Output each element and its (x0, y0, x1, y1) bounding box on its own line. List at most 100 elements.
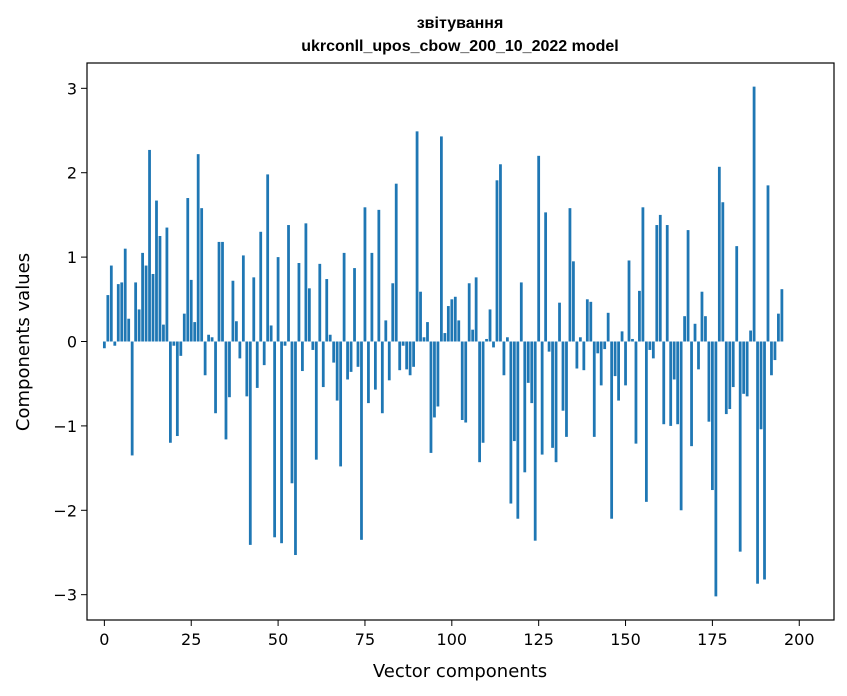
bar-62 (318, 263, 322, 342)
bar-76 (367, 341, 370, 404)
bar-73 (356, 341, 360, 367)
bar-113 (495, 180, 499, 342)
bar-87 (405, 341, 409, 370)
bar-1 (106, 295, 110, 342)
bar-38 (235, 321, 238, 342)
bar-140 (589, 301, 593, 342)
bar-122 (526, 341, 530, 383)
bar-158 (651, 341, 655, 359)
bar-29 (203, 341, 207, 376)
bar-102 (457, 320, 461, 342)
bar-192 (770, 341, 773, 376)
chart-title-line2: ukrconll_upos_cbow_200_10_2022 model (301, 38, 618, 55)
bar-45 (259, 231, 263, 342)
bar-92 (422, 337, 426, 342)
bar-128 (547, 341, 551, 352)
bar-176 (714, 341, 718, 597)
bar-132 (561, 341, 565, 411)
bar-163 (669, 341, 673, 426)
bar-6 (123, 248, 127, 342)
bar-137 (578, 337, 582, 342)
bar-19 (169, 341, 172, 443)
bar-15 (155, 200, 158, 342)
bar-61 (314, 341, 318, 460)
bar-156 (644, 341, 648, 502)
bars-group (102, 86, 784, 597)
bar-195 (780, 289, 784, 342)
bar-101 (453, 296, 457, 342)
bar-40 (241, 255, 245, 342)
bar-60 (311, 341, 315, 350)
bar-3 (113, 341, 117, 346)
bar-134 (568, 208, 572, 342)
bar-150 (624, 341, 627, 386)
bar-151 (627, 260, 631, 342)
bar-166 (679, 341, 683, 511)
bar-178 (721, 202, 725, 342)
bar-187 (752, 86, 756, 342)
bar-41 (245, 341, 249, 397)
bar-104 (464, 341, 468, 423)
bar-167 (683, 316, 686, 342)
bar-71 (349, 341, 353, 372)
bar-173 (704, 316, 707, 342)
bar-99 (446, 306, 450, 342)
bar-57 (301, 341, 304, 372)
bar-135 (572, 261, 575, 342)
bar-97 (440, 136, 443, 342)
bar-79 (377, 209, 381, 342)
bar-11 (141, 252, 144, 342)
bar-162 (665, 225, 669, 342)
bar-165 (676, 341, 680, 425)
x-tick-label: 125 (523, 630, 554, 649)
bar-110 (485, 338, 488, 342)
bar-119 (516, 341, 520, 519)
bar-0 (102, 341, 106, 349)
bar-54 (290, 341, 294, 484)
bar-182 (735, 246, 739, 342)
bar-185 (745, 341, 749, 397)
bar-123 (530, 341, 534, 404)
bar-66 (332, 341, 336, 363)
bar-139 (585, 299, 589, 342)
bar-190 (763, 341, 766, 580)
bar-24 (186, 198, 190, 342)
bar-141 (592, 341, 596, 437)
chart-title-line1: звітування (417, 15, 504, 32)
bar-191 (766, 185, 770, 342)
bar-107 (474, 277, 478, 342)
bar-83 (391, 283, 395, 342)
bar-78 (373, 341, 377, 390)
y-axis-ticks: 3 2 1 0 −1 −2 −3 (53, 79, 87, 605)
bar-149 (620, 331, 624, 342)
bar-37 (231, 280, 235, 342)
bar-96 (436, 341, 440, 407)
bar-164 (672, 341, 676, 380)
bar-68 (339, 341, 343, 467)
bar-53 (287, 225, 290, 342)
bar-136 (575, 341, 579, 369)
bar-35 (224, 341, 228, 440)
bar-65 (328, 334, 332, 342)
bar-52 (283, 341, 287, 346)
bar-21 (175, 341, 179, 437)
bar-189 (759, 341, 763, 430)
x-tick-label: 175 (697, 630, 728, 649)
bar-184 (742, 341, 746, 394)
bar-115 (502, 341, 506, 376)
bar-75 (363, 207, 367, 342)
bar-95 (433, 341, 436, 418)
bar-22 (179, 341, 183, 356)
bar-154 (638, 290, 641, 342)
bar-59 (307, 288, 311, 342)
bar-160 (658, 214, 662, 342)
bar-117 (509, 341, 513, 504)
bar-43 (252, 277, 256, 342)
bar-131 (558, 302, 561, 342)
bar-13 (148, 149, 151, 342)
bar-138 (582, 341, 586, 371)
bar-161 (662, 341, 666, 425)
bar-152 (631, 338, 634, 342)
x-axis-ticks: 0 25 50 75 100 125 150 175 200 (99, 620, 815, 649)
